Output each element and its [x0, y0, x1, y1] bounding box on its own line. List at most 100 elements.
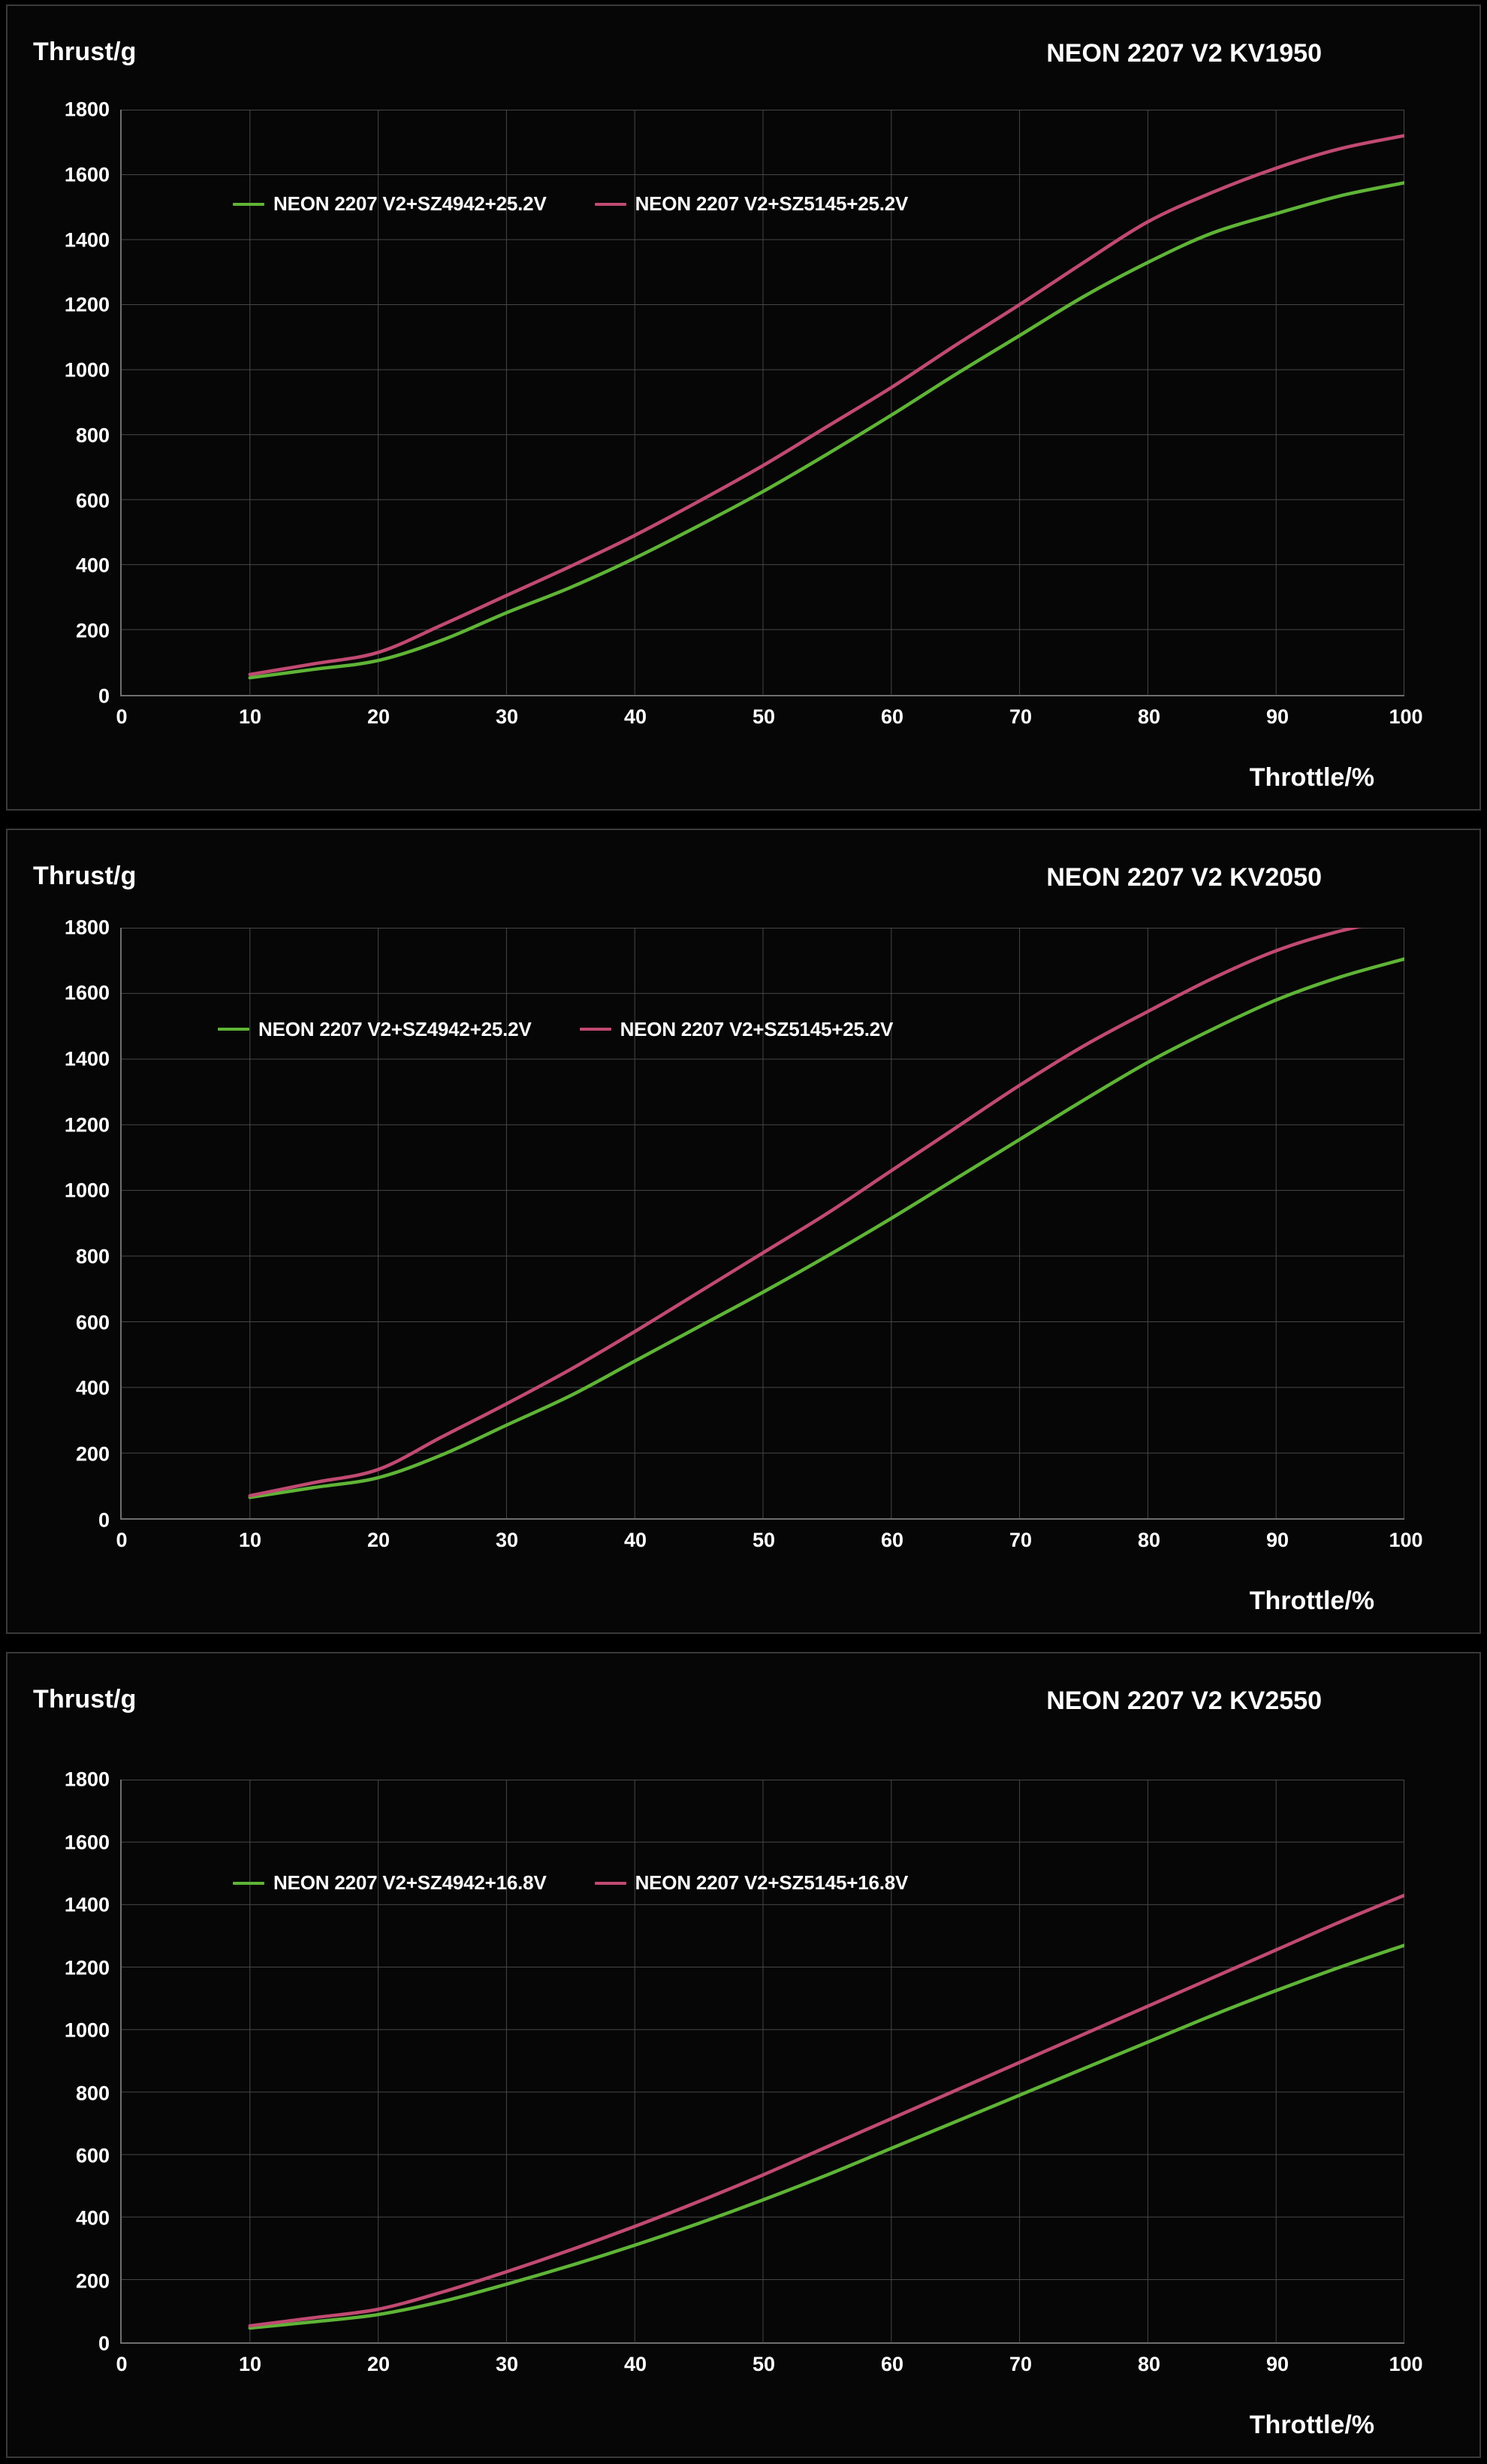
x-tick-label: 40	[623, 705, 647, 728]
x-tick-label: 10	[238, 705, 262, 728]
plot-area-kv2050: 0 200 400 600 800 1000 1200 1400 1600 1800 0 10 20 30…	[65, 916, 1423, 1551]
y-tick-label: 0	[98, 684, 110, 708]
y-tick-label: 1600	[64, 1831, 110, 1854]
y-tick-label: 1600	[64, 981, 110, 1004]
chart-legend: NEON 2207 V2+SZ4942+16.8V NEON 2207 V2+SZ…	[233, 1871, 908, 1895]
series-line	[248, 134, 1404, 677]
chart-title: NEON 2207 V2 KV2550	[1046, 1686, 1322, 1716]
x-axis-title: Throttle/%	[1249, 2411, 1374, 2440]
series-line	[248, 956, 1404, 1499]
y-axis-title: Thrust/g	[33, 38, 137, 66]
legend-swatch-icon	[233, 1881, 264, 1885]
y-tick-label: 1800	[64, 98, 110, 121]
series-line	[248, 181, 1404, 680]
chart-title: NEON 2207 V2 KV2050	[1046, 862, 1322, 892]
y-tick-label: 400	[75, 2206, 110, 2230]
x-tick-label: 70	[1009, 2353, 1033, 2376]
y-tick-label: 1400	[64, 228, 110, 252]
x-axis-title: Throttle/%	[1249, 1587, 1374, 1616]
x-tick-label: 10	[238, 2353, 262, 2376]
y-tick-label: 600	[75, 2144, 110, 2167]
x-tick-label: 60	[880, 2353, 904, 2376]
legend-swatch-icon	[594, 202, 626, 206]
chart-svg	[122, 927, 1404, 1519]
x-tick-label: 40	[623, 1529, 647, 1552]
legend-label: NEON 2207 V2+SZ4942+25.2V	[273, 192, 547, 215]
y-tick-label: 600	[75, 1311, 110, 1334]
legend-label: NEON 2207 V2+SZ5145+25.2V	[635, 192, 909, 215]
x-tick-label: 50	[752, 1529, 776, 1552]
x-tick-label: 10	[238, 1529, 262, 1552]
legend-label: NEON 2207 V2+SZ4942+25.2V	[258, 1017, 532, 1040]
x-tick-label: 40	[623, 2353, 647, 2376]
x-tick-label: 70	[1009, 705, 1033, 728]
legend-item: NEON 2207 V2+SZ5145+25.2V	[579, 1017, 894, 1041]
x-tick-label: 20	[366, 705, 391, 728]
series-line	[248, 927, 1363, 1497]
chart-panel-kv1950: Thrust/g NEON 2207 V2 KV1950 0 200 400 600 8…	[6, 5, 1481, 811]
series-line	[248, 1893, 1404, 2328]
legend-item: NEON 2207 V2+SZ5145+25.2V	[594, 192, 909, 216]
legend-swatch-icon	[218, 1028, 249, 1031]
y-tick-label: 800	[75, 1245, 110, 1268]
x-tick-label: 30	[495, 705, 519, 728]
chart-legend: NEON 2207 V2+SZ4942+25.2V NEON 2207 V2+SZ…	[233, 192, 908, 216]
x-tick-label: 80	[1137, 705, 1161, 728]
x-tick-label: 60	[880, 705, 904, 728]
chart-panel-kv2050: Thrust/g NEON 2207 V2 KV2050 0 200 400 600 8…	[6, 828, 1481, 1635]
legend-swatch-icon	[594, 1881, 626, 1885]
y-axis-title: Thrust/g	[33, 1685, 137, 1714]
y-tick-label: 0	[98, 2332, 110, 2355]
y-tick-label: 400	[75, 554, 110, 577]
x-tick-label: 100	[1389, 705, 1423, 728]
y-tick-label: 1000	[64, 358, 110, 382]
y-axis-title: Thrust/g	[33, 861, 137, 890]
chart-panel-kv2550: Thrust/g NEON 2207 V2 KV2550 0 200 400 600 8…	[6, 1652, 1481, 2459]
legend-label: NEON 2207 V2+SZ5145+25.2V	[620, 1017, 894, 1040]
chart-svg	[122, 110, 1404, 695]
x-axis-title: Throttle/%	[1249, 762, 1374, 792]
x-tick-label: 90	[1265, 1529, 1289, 1552]
y-tick-label: 1000	[64, 1179, 110, 1202]
x-tick-label: 70	[1009, 1529, 1033, 1552]
y-tick-label: 1200	[64, 293, 110, 316]
legend-label: NEON 2207 V2+SZ4942+16.8V	[273, 1871, 547, 1895]
x-tick-label: 0	[116, 2353, 128, 2376]
plot-area-kv2550: 0 200 400 600 800 1000 1200 1400 1600 1800 0 10 20 30…	[65, 1768, 1423, 2375]
x-tick-label: 0	[116, 1529, 128, 1552]
x-tick-label: 20	[366, 1529, 391, 1552]
x-tick-label: 30	[495, 2353, 519, 2376]
x-tick-label: 30	[495, 1529, 519, 1552]
y-tick-label: 400	[75, 1376, 110, 1400]
x-tick-label: 80	[1137, 1529, 1161, 1552]
x-tick-label: 0	[116, 705, 128, 728]
x-tick-label: 60	[880, 1529, 904, 1552]
y-tick-label: 200	[75, 619, 110, 642]
chart-legend: NEON 2207 V2+SZ4942+25.2V NEON 2207 V2+SZ…	[218, 1018, 893, 1041]
x-tick-label: 50	[752, 2353, 776, 2376]
legend-item: NEON 2207 V2+SZ4942+16.8V	[233, 1871, 547, 1895]
legend-label: NEON 2207 V2+SZ5145+16.8V	[635, 1871, 909, 1895]
legend-item: NEON 2207 V2+SZ4942+25.2V	[233, 192, 547, 216]
x-tick-label: 90	[1265, 705, 1289, 728]
legend-swatch-icon	[233, 202, 264, 206]
x-tick-label: 20	[366, 2353, 391, 2376]
chart-title: NEON 2207 V2 KV1950	[1046, 39, 1322, 68]
y-tick-label: 800	[75, 2082, 110, 2105]
y-tick-label: 1200	[64, 1956, 110, 1979]
y-tick-label: 1400	[64, 1047, 110, 1070]
y-tick-label: 1800	[64, 916, 110, 939]
legend-item: NEON 2207 V2+SZ5145+16.8V	[594, 1871, 909, 1895]
y-tick-label: 200	[75, 1442, 110, 1466]
chart-svg	[122, 1780, 1404, 2343]
y-tick-label: 200	[75, 2269, 110, 2293]
x-tick-label: 100	[1389, 1529, 1423, 1552]
y-tick-label: 0	[98, 1508, 110, 1532]
y-tick-label: 600	[75, 489, 110, 512]
x-tick-label: 80	[1137, 2353, 1161, 2376]
y-tick-label: 1200	[64, 1113, 110, 1137]
x-tick-label: 100	[1389, 2353, 1423, 2376]
y-tick-label: 800	[75, 424, 110, 447]
x-tick-label: 90	[1265, 2353, 1289, 2376]
